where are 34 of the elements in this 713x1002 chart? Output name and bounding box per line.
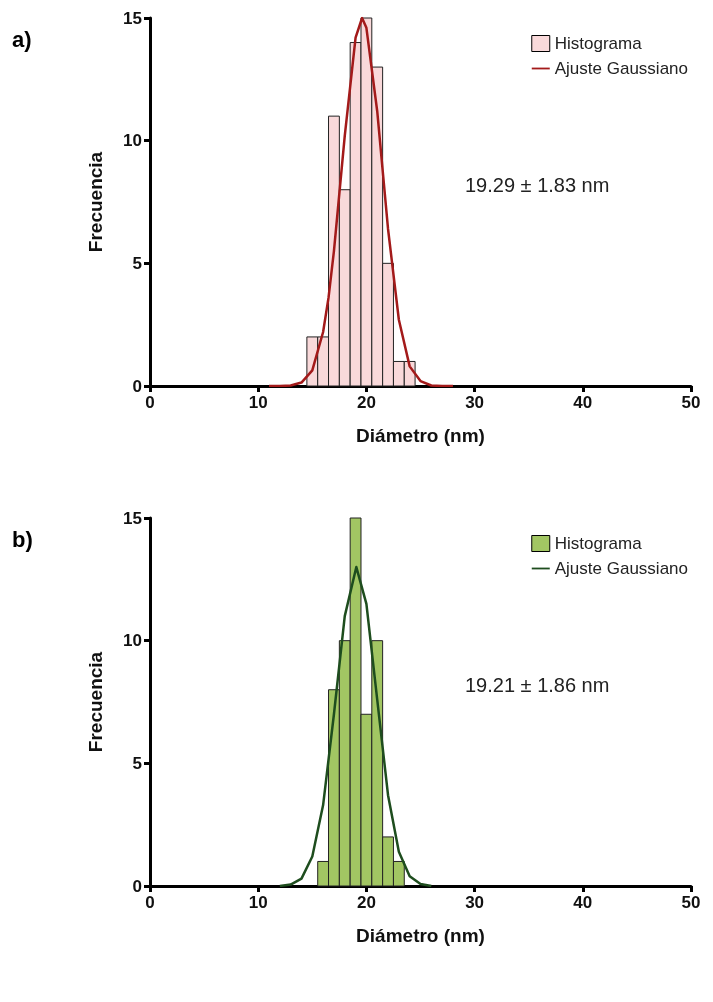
y-tick-label: 15 (123, 8, 142, 28)
legend-label: Ajuste Gaussiano (554, 59, 689, 78)
annotation: 19.29 ± 1.83 nm (465, 174, 610, 196)
y-tick-label: 5 (132, 253, 142, 273)
text: b) (12, 526, 33, 552)
x-tick-label: 30 (465, 393, 485, 412)
y-axis-title: Frecuencia (85, 151, 106, 253)
x-tick-label: 40 (573, 393, 593, 412)
x-tick-label: 10 (248, 893, 268, 912)
line-series (278, 565, 433, 888)
y-axis-title: Frecuencia (85, 651, 106, 753)
x-tick-label: 0 (145, 393, 155, 412)
y-tick-label: 10 (123, 131, 142, 151)
line-series (267, 16, 455, 388)
x-tick-label: 20 (356, 393, 376, 412)
legend-label: Histograma (554, 34, 643, 53)
annotation: 19.21 ± 1.86 nm (465, 674, 610, 696)
x-axis-title: Diámetro (nm) (356, 425, 485, 446)
x-tick-label: 40 (573, 893, 593, 912)
x-tick-label: 50 (681, 393, 701, 412)
legend-label: Histograma (554, 534, 643, 553)
y-tick-label: 15 (123, 508, 142, 528)
x-tick-label: 20 (356, 893, 376, 912)
x-tick-label: 10 (248, 393, 268, 412)
x-tick-label: 0 (145, 893, 155, 912)
x-tick-label: 50 (681, 893, 701, 912)
y-tick-label: 0 (132, 376, 142, 396)
y-tick-label: 5 (132, 753, 142, 773)
legend-label: Ajuste Gaussiano (554, 559, 689, 578)
x-axis-title: Diámetro (nm) (356, 925, 485, 946)
y-tick-label: 10 (123, 631, 142, 651)
x-tick-label: 30 (465, 893, 485, 912)
text: a) (12, 26, 32, 52)
y-tick-label: 0 (132, 876, 142, 896)
